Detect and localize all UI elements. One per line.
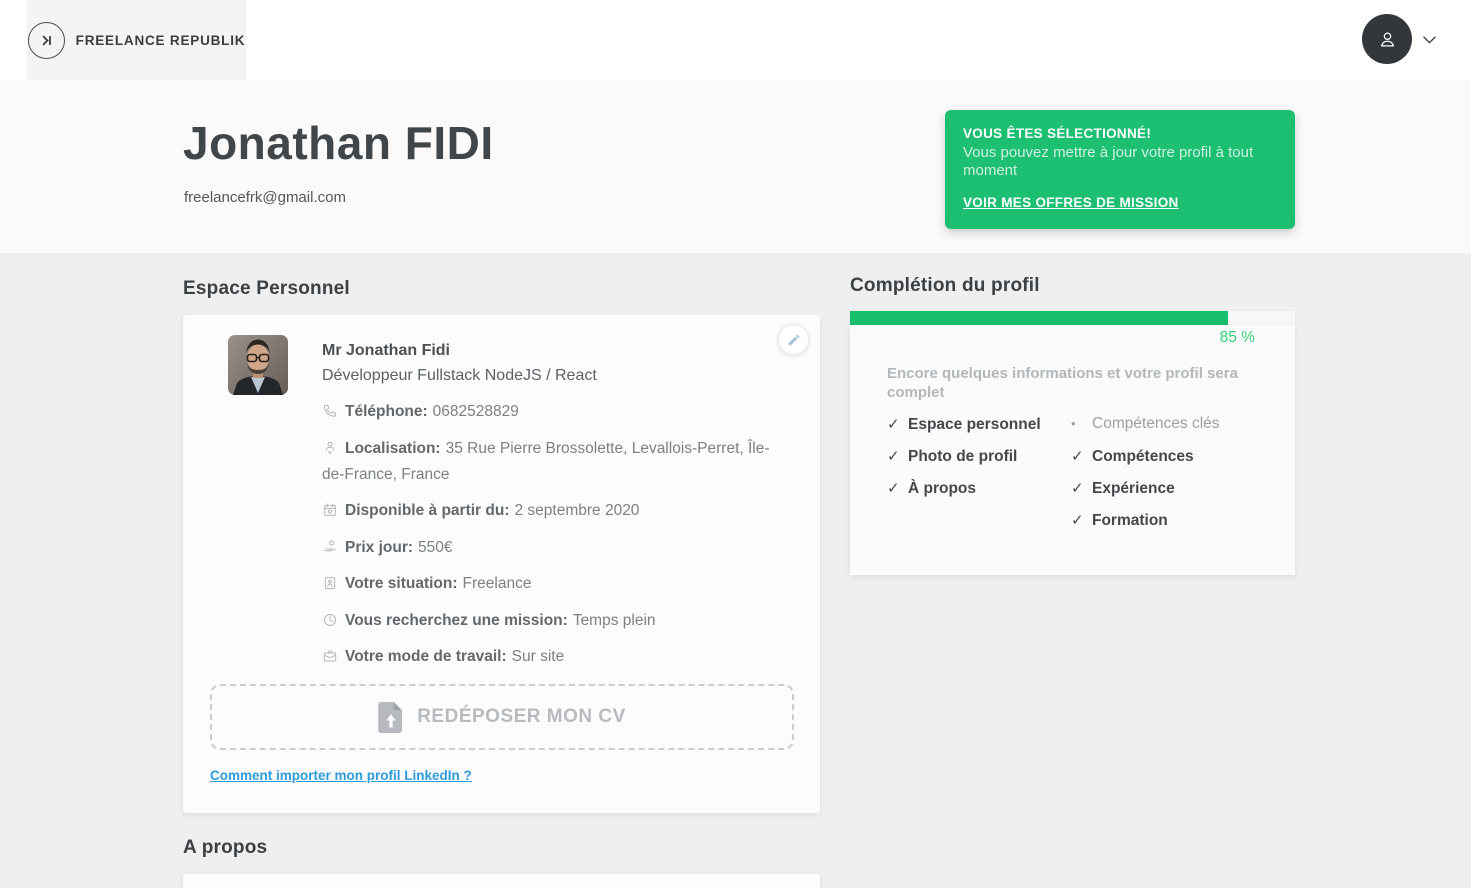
field-mission: Vous recherchez une mission: Temps plein	[322, 608, 770, 634]
person-icon	[1380, 31, 1394, 46]
field-disponible: Disponible à partir du: 2 septembre 2020	[322, 498, 770, 524]
top-navbar: FREELANCE REPUBLIK	[0, 0, 1471, 80]
check-icon: ✓	[1071, 448, 1084, 465]
field-mode-travail: Votre mode de travail: Sur site	[322, 644, 770, 670]
person-badge-icon	[324, 577, 336, 590]
location-person-icon	[325, 441, 335, 454]
personal-info-card: Mr Jonathan Fidi Développeur Fullstack N…	[183, 315, 820, 813]
calendar-icon	[324, 503, 336, 516]
brand-logo-icon	[27, 21, 65, 59]
coin-hand-icon	[323, 539, 336, 551]
check-icon: ✓	[887, 416, 900, 433]
selection-banner: VOUS ÊTES SÉLECTIONNÉ! Vous pouvez mettr…	[945, 110, 1295, 229]
checklist-item-competences-cles: • Compétences clés	[1071, 415, 1220, 432]
edit-profile-button[interactable]	[778, 324, 809, 355]
banner-title: VOUS ÊTES SÉLECTIONNÉ!	[963, 126, 1152, 141]
pencil-icon	[788, 334, 799, 345]
completion-checklist-left: ✓ Espace personnel ✓ Photo de profil ✓ À pr…	[887, 415, 1041, 511]
profile-job-title: Développeur Fullstack NodeJS / React	[322, 367, 597, 384]
user-menu-avatar[interactable]	[1362, 14, 1412, 64]
briefcase-icon	[323, 650, 337, 662]
brand-name: FREELANCE REPUBLIK	[75, 32, 246, 48]
user-menu-chevron-down-icon[interactable]	[1420, 30, 1439, 54]
completion-percent: 85 %	[1219, 329, 1255, 346]
user-email: freelancefrk@gmail.com	[184, 189, 346, 206]
upload-cv-label: REDÉPOSER MON CV	[417, 706, 626, 727]
banner-body: Vous pouvez mettre à jour votre profil à…	[963, 144, 1254, 179]
completion-card: 85 % Encore quelques informations et vot…	[850, 325, 1295, 575]
field-prix-jour: Prix jour: 550€	[322, 535, 770, 561]
espace-personnel-heading: Espace Personnel	[183, 278, 350, 299]
phone-icon	[323, 404, 336, 417]
completion-checklist-right: • Compétences clés ✓ Compétences ✓ Expérien…	[1071, 415, 1220, 543]
view-missions-link[interactable]: VOIR MES OFFRES DE MISSION	[963, 195, 1179, 210]
field-situation: Votre situation: Freelance	[322, 571, 770, 597]
brand-logo[interactable]: FREELANCE REPUBLIK	[27, 0, 246, 80]
completion-hint: Encore quelques informations et votre pr…	[887, 365, 1238, 401]
check-icon: ✓	[1071, 480, 1084, 497]
page-title: Jonathan FIDI	[183, 117, 494, 169]
bullet-icon: •	[1071, 416, 1076, 431]
field-telephone: Téléphone: 0682528829	[322, 399, 770, 425]
a-propos-heading: A propos	[183, 837, 268, 858]
profile-completion-progressbar	[850, 311, 1295, 325]
checklist-item-espace-personnel: ✓ Espace personnel	[887, 416, 1041, 433]
check-icon: ✓	[887, 448, 900, 465]
about-card	[183, 874, 820, 888]
clock-icon	[323, 613, 337, 626]
checklist-item-experience: ✓ Expérience	[1071, 480, 1175, 497]
completion-heading: Complétion du profil	[850, 275, 1040, 296]
profile-display-name: Mr Jonathan Fidi	[322, 342, 450, 359]
upload-cv-button[interactable]: REDÉPOSER MON CV	[210, 684, 794, 750]
upload-document-icon	[378, 701, 403, 733]
field-localisation: Localisation: 35 Rue Pierre Brossolette, …	[322, 439, 770, 483]
checklist-item-competences: ✓ Compétences	[1071, 448, 1194, 465]
check-icon: ✓	[1071, 512, 1084, 529]
checklist-item-a-propos: ✓ À propos	[887, 480, 977, 497]
checklist-item-formation: ✓ Formation	[1071, 512, 1168, 529]
profile-fields: Téléphone: 0682528829 Localisation: 35 Rue…	[322, 399, 770, 681]
checklist-item-photo-de-profil: ✓ Photo de profil	[887, 448, 1018, 465]
progressbar-fill	[850, 311, 1229, 325]
profile-photo	[228, 335, 288, 395]
linkedin-import-link[interactable]: Comment importer mon profil LinkedIn ?	[210, 768, 472, 783]
check-icon: ✓	[887, 480, 900, 497]
